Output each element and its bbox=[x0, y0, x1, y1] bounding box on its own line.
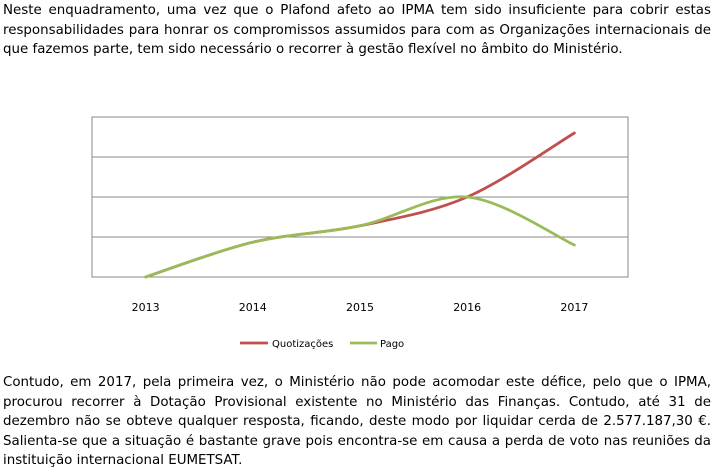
paragraph-conclusion: Contudo, em 2017, pela primeira vez, o M… bbox=[3, 375, 711, 469]
legend-label: Quotizações bbox=[272, 339, 333, 350]
x-axis-ticks: 2013 2014 2015 2016 2017 bbox=[132, 301, 589, 314]
x-tick-label: 2014 bbox=[239, 301, 267, 314]
x-tick-label: 2016 bbox=[453, 301, 481, 314]
x-tick-label: 2017 bbox=[560, 301, 588, 314]
paragraph-intro: Neste enquadramento, uma vez que o Plafo… bbox=[3, 3, 711, 58]
legend-label: Pago bbox=[380, 339, 404, 350]
plot-area-frame bbox=[91, 116, 629, 278]
x-tick-label: 2013 bbox=[132, 301, 160, 314]
chart-legend: Quotizações Pago bbox=[240, 339, 404, 350]
chart-series bbox=[144, 131, 576, 279]
x-tick-label: 2015 bbox=[346, 301, 374, 314]
series-line-2 bbox=[144, 195, 576, 279]
